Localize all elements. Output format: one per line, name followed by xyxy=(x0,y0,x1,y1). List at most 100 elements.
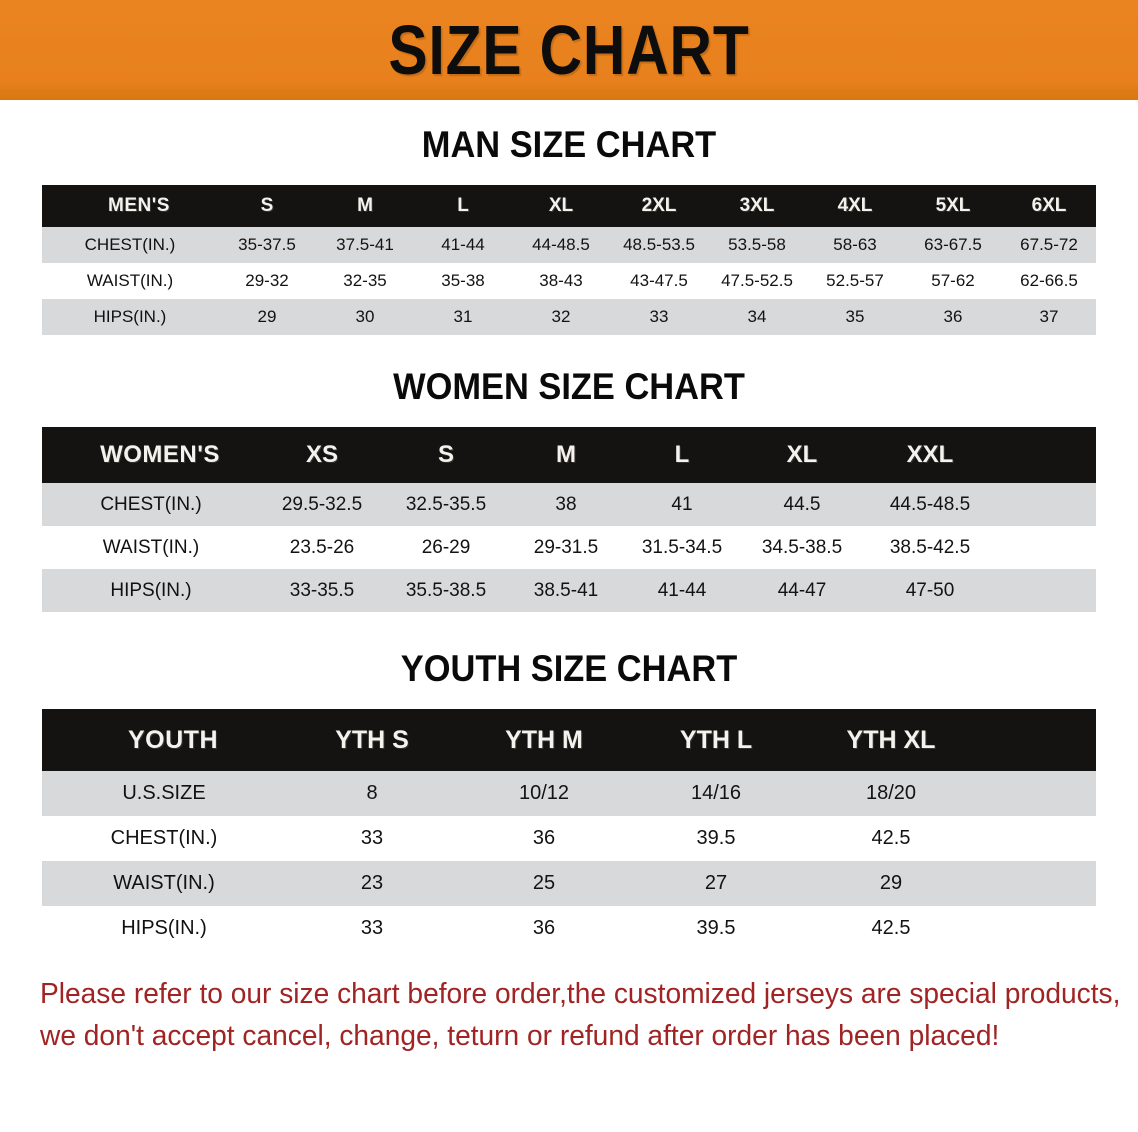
youth-hips-s: 33 xyxy=(286,906,458,951)
women-col-header-xxl: XXL xyxy=(906,441,954,468)
page-banner: SIZE CHART xyxy=(0,0,1138,100)
man-chest-l: 41-44 xyxy=(414,227,512,263)
man-waist-2xl: 43-47.5 xyxy=(610,263,708,299)
man-row-label-hips: HIPS(IN.) xyxy=(42,299,218,335)
women-hips-xl: 44-47 xyxy=(740,569,864,612)
table-row: WAIST(IN.) 23 25 27 29 xyxy=(42,861,1096,906)
youth-waist-m: 25 xyxy=(458,861,630,906)
women-col-header-xs: XS xyxy=(305,441,338,468)
man-hips-6xl: 37 xyxy=(1002,299,1096,335)
youth-hips-empty xyxy=(980,906,1096,951)
man-waist-6xl: 62-66.5 xyxy=(1002,263,1096,299)
youth-row-label-chest: CHEST(IN.) xyxy=(42,816,286,861)
youth-row-label-ussize: U.S.SIZE xyxy=(42,771,286,816)
youth-waist-xl: 29 xyxy=(802,861,980,906)
man-col-header-6xl: 6XL xyxy=(1031,195,1067,216)
women-hips-xs: 33-35.5 xyxy=(260,569,384,612)
women-row-label-chest: CHEST(IN.) xyxy=(42,483,260,526)
youth-waist-empty xyxy=(980,861,1096,906)
youth-row-label-hips: HIPS(IN.) xyxy=(42,906,286,951)
women-table-wrap: WOMEN'S XS S M L XL XXL CHEST(IN.) 29.5-… xyxy=(42,427,1096,612)
women-waist-xxl: 38.5-42.5 xyxy=(864,526,996,569)
man-col-header-l: L xyxy=(457,195,469,216)
man-size-table: MEN'S S M L XL 2XL 3XL 4XL 5XL 6XL CHEST… xyxy=(42,185,1096,335)
youth-chest-xl: 42.5 xyxy=(802,816,980,861)
disclaimer-line-1: Please refer to our size chart before or… xyxy=(40,978,1121,1010)
man-hips-s: 29 xyxy=(218,299,316,335)
youth-waist-l: 27 xyxy=(630,861,802,906)
youth-waist-s: 23 xyxy=(286,861,458,906)
women-col-header-empty xyxy=(996,427,1096,483)
disclaimer-line-2: we don't accept cancel, change, teturn o… xyxy=(40,1020,1000,1053)
table-row: WAIST(IN.) 23.5-26 26-29 29-31.5 31.5-34… xyxy=(42,526,1096,569)
table-row: CHEST(IN.) 29.5-32.5 32.5-35.5 38 41 44.… xyxy=(42,483,1096,526)
youth-hips-m: 36 xyxy=(458,906,630,951)
women-section-title: WOMEN SIZE CHART xyxy=(393,366,745,407)
man-hips-3xl: 34 xyxy=(708,299,806,335)
table-row: CHEST(IN.) 33 36 39.5 42.5 xyxy=(42,816,1096,861)
man-col-header-4xl: 4XL xyxy=(837,195,873,216)
disclaimer-text: Please refer to our size chart before or… xyxy=(40,973,1121,1057)
man-waist-l: 35-38 xyxy=(414,263,512,299)
man-hips-2xl: 33 xyxy=(610,299,708,335)
man-col-header-s: S xyxy=(260,195,274,216)
man-chest-4xl: 58-63 xyxy=(806,227,904,263)
table-row: HIPS(IN.) 29 30 31 32 33 34 35 36 37 xyxy=(42,299,1096,335)
man-col-header-xl: XL xyxy=(548,195,574,216)
man-section-title: MAN SIZE CHART xyxy=(421,124,717,165)
youth-hips-xl: 42.5 xyxy=(802,906,980,951)
women-chest-l: 41 xyxy=(624,483,740,526)
women-waist-m: 29-31.5 xyxy=(508,526,624,569)
table-row: U.S.SIZE 8 10/12 14/16 18/20 xyxy=(42,771,1096,816)
women-row-label-hips: HIPS(IN.) xyxy=(42,569,260,612)
women-header-row: WOMEN'S XS S M L XL XXL xyxy=(42,427,1096,483)
man-waist-s: 29-32 xyxy=(218,263,316,299)
page-title: SIZE CHART xyxy=(388,11,750,89)
man-waist-m: 32-35 xyxy=(316,263,414,299)
man-waist-5xl: 57-62 xyxy=(904,263,1002,299)
man-col-header-2xl: 2XL xyxy=(641,195,677,216)
youth-chest-l: 39.5 xyxy=(630,816,802,861)
man-waist-3xl: 47.5-52.5 xyxy=(708,263,806,299)
women-row-label-waist: WAIST(IN.) xyxy=(42,526,260,569)
youth-col-header-xl: YTH XL xyxy=(846,725,936,754)
women-col-header-s: S xyxy=(437,441,454,468)
youth-ussize-empty xyxy=(980,771,1096,816)
man-col-header-3xl: 3XL xyxy=(739,195,775,216)
women-col-header-xl: XL xyxy=(786,441,818,468)
women-corner-label: WOMEN'S xyxy=(100,441,220,468)
table-row: HIPS(IN.) 33-35.5 35.5-38.5 38.5-41 41-4… xyxy=(42,569,1096,612)
women-chest-xl: 44.5 xyxy=(740,483,864,526)
man-hips-5xl: 36 xyxy=(904,299,1002,335)
youth-hips-l: 39.5 xyxy=(630,906,802,951)
man-chest-xl: 44-48.5 xyxy=(512,227,610,263)
man-header-row: MEN'S S M L XL 2XL 3XL 4XL 5XL 6XL xyxy=(42,185,1096,227)
women-chest-m: 38 xyxy=(508,483,624,526)
man-waist-4xl: 52.5-57 xyxy=(806,263,904,299)
man-corner-label: MEN'S xyxy=(108,195,170,216)
women-hips-empty xyxy=(996,569,1096,612)
women-hips-l: 41-44 xyxy=(624,569,740,612)
women-chest-xxl: 44.5-48.5 xyxy=(864,483,996,526)
man-chest-m: 37.5-41 xyxy=(316,227,414,263)
youth-chest-s: 33 xyxy=(286,816,458,861)
youth-table-wrap: YOUTH YTH S YTH M YTH L YTH XL U.S.SIZE … xyxy=(42,709,1096,951)
man-chest-3xl: 53.5-58 xyxy=(708,227,806,263)
youth-col-header-l: YTH L xyxy=(679,725,753,754)
man-table-wrap: MEN'S S M L XL 2XL 3XL 4XL 5XL 6XL CHEST… xyxy=(42,185,1096,335)
man-hips-xl: 32 xyxy=(512,299,610,335)
youth-chest-m: 36 xyxy=(458,816,630,861)
table-row: CHEST(IN.) 35-37.5 37.5-41 41-44 44-48.5… xyxy=(42,227,1096,263)
table-row: WAIST(IN.) 29-32 32-35 35-38 38-43 43-47… xyxy=(42,263,1096,299)
youth-ussize-xl: 18/20 xyxy=(802,771,980,816)
youth-ussize-s: 8 xyxy=(286,771,458,816)
youth-row-label-waist: WAIST(IN.) xyxy=(42,861,286,906)
man-hips-l: 31 xyxy=(414,299,512,335)
women-size-table: WOMEN'S XS S M L XL XXL CHEST(IN.) 29.5-… xyxy=(42,427,1096,612)
women-hips-s: 35.5-38.5 xyxy=(384,569,508,612)
youth-ussize-m: 10/12 xyxy=(458,771,630,816)
man-row-label-waist: WAIST(IN.) xyxy=(42,263,218,299)
youth-ussize-l: 14/16 xyxy=(630,771,802,816)
youth-col-header-empty xyxy=(980,709,1096,771)
